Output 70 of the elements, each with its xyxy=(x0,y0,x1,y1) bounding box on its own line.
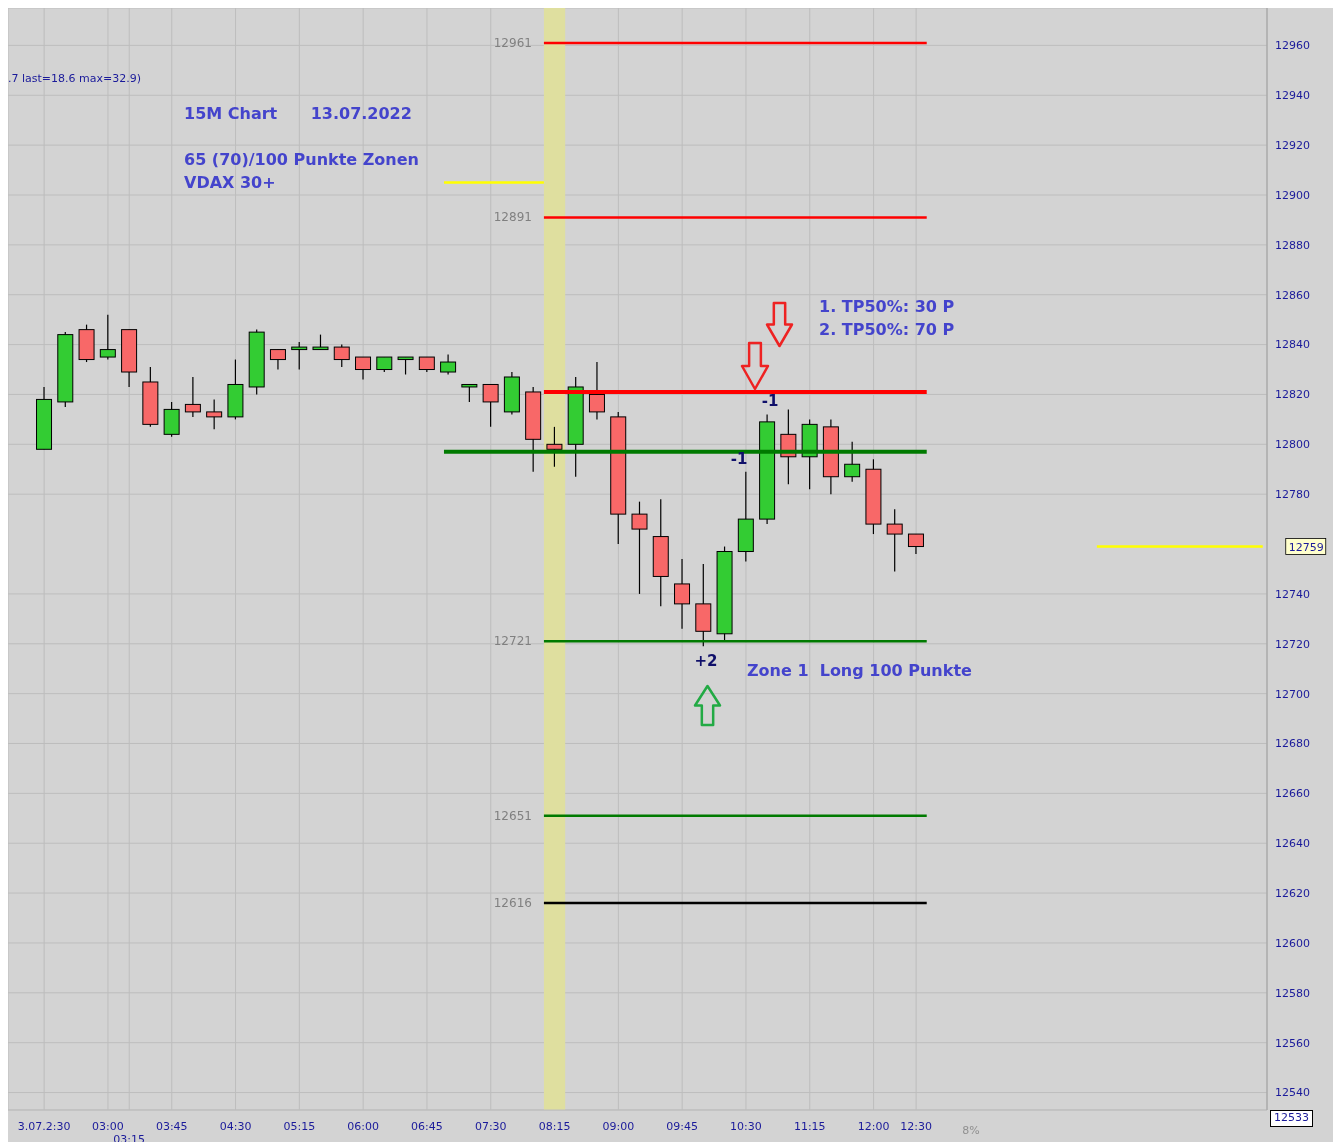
y-tick-label: 12740 xyxy=(1275,587,1310,601)
candlestick xyxy=(99,314,116,361)
candlestick xyxy=(291,341,308,371)
candlestick xyxy=(440,353,457,376)
y-tick-label: 12820 xyxy=(1275,388,1310,402)
x-tick-label: 3.07.2:30 xyxy=(17,1120,71,1133)
y-tick-label: 12600 xyxy=(1275,936,1310,950)
candlestick xyxy=(482,383,499,428)
text: 8% xyxy=(962,1124,980,1139)
annotation: +2 xyxy=(694,651,718,671)
y-tick-label: 12620 xyxy=(1275,887,1310,900)
text: 12533 xyxy=(1270,1110,1313,1127)
ref-line-label: 12759 xyxy=(1288,540,1324,554)
x-tick-label: 09:45 xyxy=(666,1120,699,1133)
candlestick xyxy=(546,426,563,468)
y-tick-label: 12800 xyxy=(1275,438,1310,452)
y-tick-label: 12900 xyxy=(1275,188,1310,202)
annotation: -1 xyxy=(761,391,779,411)
x-tick-label: 09:00 xyxy=(602,1120,635,1133)
candlestick xyxy=(631,501,648,595)
x-tick-label: 04:30 xyxy=(219,1120,252,1133)
y-tick-label: 12920 xyxy=(1275,139,1310,153)
candlestick xyxy=(886,508,903,573)
x-tick-label: 06:45 xyxy=(411,1120,443,1133)
y-tick-label: 12880 xyxy=(1275,238,1310,252)
candlestick xyxy=(844,441,861,483)
y-tick-label: 12780 xyxy=(1275,488,1310,502)
x-tick-label: 08:15 xyxy=(538,1120,571,1133)
annotation: VDAX 30+ xyxy=(184,172,276,194)
y-tick-label: 12960 xyxy=(1275,39,1310,53)
candlestick xyxy=(333,343,350,368)
x-tick-label: 03:45 xyxy=(155,1120,188,1133)
ref-line-label: 12616 xyxy=(493,896,532,911)
y-tick-label: 12720 xyxy=(1275,637,1310,651)
candlestick xyxy=(674,558,691,630)
ref-line-label: 12961 xyxy=(493,35,532,50)
ref-line-label: 12651 xyxy=(493,808,532,823)
annotation: 2. TP50%: 70 P xyxy=(819,319,955,341)
annotation: .7 last=18.6 max=32.9) xyxy=(8,72,142,87)
annotation: 15M Chart 13.07.2022 xyxy=(184,103,412,125)
x-tick-label: 07:30 xyxy=(474,1120,507,1133)
x-tick-label: 05:15 xyxy=(283,1120,316,1133)
y-tick-label: 12580 xyxy=(1275,986,1310,1000)
y-tick-label: 12640 xyxy=(1275,837,1310,851)
y-tick-label: 12680 xyxy=(1275,737,1310,751)
x-tick-label: 11:15 xyxy=(793,1120,826,1133)
annotation: Zone 1 Long 100 Punkte xyxy=(747,660,972,682)
x-tick-label: 10:30 xyxy=(730,1120,762,1133)
x-tick-label: 06:00 xyxy=(347,1120,380,1133)
x-tick-label: 12:00 xyxy=(857,1120,890,1133)
x-tick-label: 12:30 xyxy=(900,1120,932,1133)
annotation: -1 xyxy=(730,449,748,469)
ref-line-label: 12721 xyxy=(493,634,532,649)
ref-line-label: 12891 xyxy=(493,210,532,225)
candlestick xyxy=(907,533,924,555)
annotation: 1. TP50%: 30 P xyxy=(819,296,955,318)
candlestick xyxy=(206,398,223,430)
y-tick-label: 12560 xyxy=(1275,1036,1310,1050)
y-tick-label: 12540 xyxy=(1275,1086,1310,1100)
y-tick-label: 12940 xyxy=(1275,89,1310,103)
y-tick-label: 12660 xyxy=(1275,787,1310,801)
y-tick-label: 12840 xyxy=(1275,338,1310,352)
y-tick-label: 12700 xyxy=(1275,687,1310,701)
candlestick xyxy=(588,361,605,420)
annotation: 65 (70)/100 Punkte Zonen xyxy=(184,149,419,171)
candlestick xyxy=(269,348,286,371)
candlestick xyxy=(355,356,372,381)
y-tick-label: 12860 xyxy=(1275,288,1310,302)
candlestick xyxy=(184,376,201,418)
x-tick-label: 03:00 xyxy=(92,1120,124,1133)
